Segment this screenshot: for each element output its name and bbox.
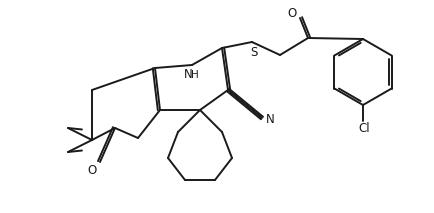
Text: N: N (265, 114, 274, 127)
Text: S: S (250, 46, 257, 59)
Text: O: O (87, 164, 96, 177)
Text: O: O (287, 7, 296, 20)
Text: N: N (183, 69, 192, 82)
Text: Cl: Cl (357, 122, 369, 135)
Text: H: H (191, 70, 198, 80)
